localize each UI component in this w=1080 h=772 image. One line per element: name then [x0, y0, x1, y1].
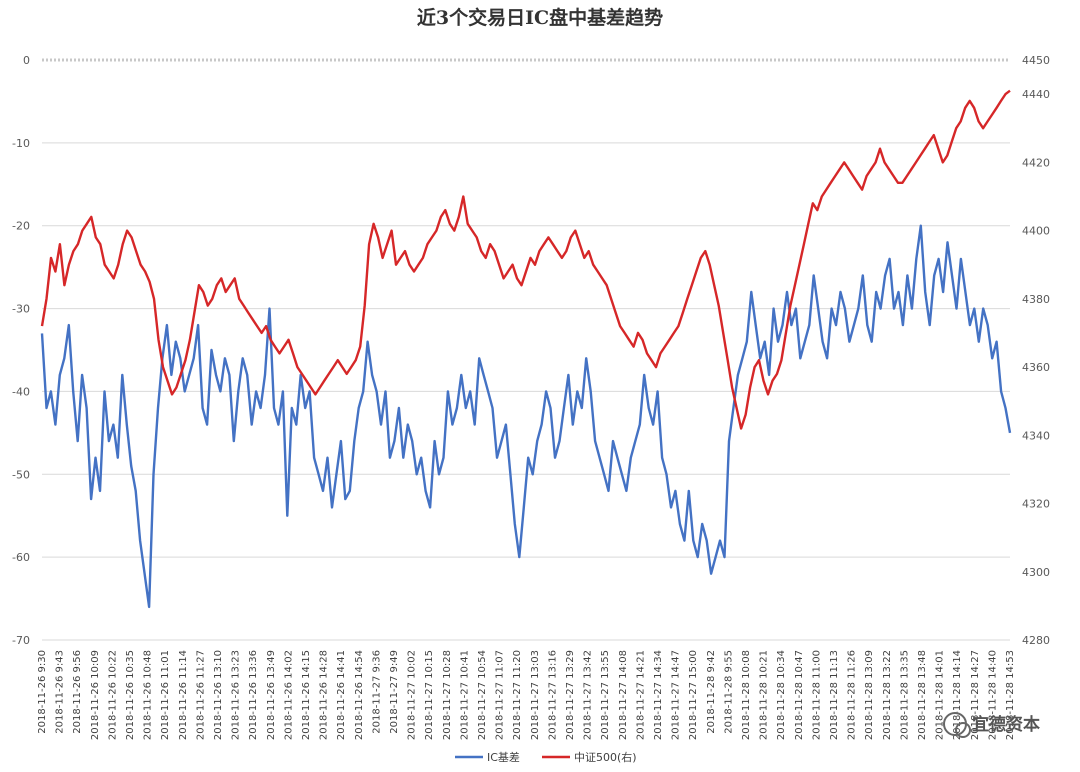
left-tick-label: -30 — [12, 303, 30, 316]
x-tick-label: 2018-11-27 9:49 — [389, 650, 400, 734]
right-tick-label: 4340 — [1022, 429, 1050, 442]
wechat-logo-icon-inner — [955, 722, 971, 738]
x-tick-label: 2018-11-28 11:13 — [829, 650, 840, 740]
right-tick-label: 4280 — [1022, 634, 1050, 647]
right-tick-label: 4400 — [1022, 225, 1050, 238]
x-tick-label: 2018-11-28 10:34 — [776, 650, 787, 740]
right-tick-label: 4360 — [1022, 361, 1050, 374]
series-line-csi500 — [40, 89, 1011, 430]
right-tick-label: 4320 — [1022, 498, 1050, 511]
legend-label: IC基差 — [487, 750, 520, 764]
x-tick-label: 2018-11-26 13:23 — [231, 650, 242, 740]
x-tick-label: 2018-11-27 14:47 — [671, 650, 682, 740]
x-axis: 2018-11-26 9:30 2018-11-26 9:43 2018-11-26… — [37, 650, 1016, 740]
right-tick-label: 4450 — [1022, 54, 1050, 67]
x-tick-label: 2018-11-28 10:47 — [794, 650, 805, 740]
x-tick-label: 2018-11-27 10:02 — [407, 650, 418, 740]
x-tick-label: 2018-11-27 10:41 — [459, 650, 470, 740]
legend: IC基差 中证500(右) — [455, 750, 637, 764]
x-tick-label: 2018-11-27 13:29 — [565, 650, 576, 740]
x-tick-label: 2018-11-28 10:21 — [759, 650, 770, 740]
x-tick-label: 2018-11-26 10:48 — [143, 650, 154, 740]
x-tick-label: 2018-11-26 11:14 — [178, 650, 189, 740]
x-tick-label: 2018-11-28 13:09 — [864, 650, 875, 740]
chart-title: 近3个交易日IC盘中基差趋势 — [417, 6, 663, 29]
x-tick-label: 2018-11-27 10:54 — [477, 650, 488, 740]
x-tick-label: 2018-11-28 11:26 — [847, 650, 858, 740]
x-tick-label: 2018-11-27 13:16 — [547, 650, 558, 740]
x-tick-label: 2018-11-26 9:56 — [72, 650, 83, 734]
x-tick-label: 2018-11-26 14:15 — [301, 650, 312, 740]
x-tick-label: 2018-11-26 14:54 — [354, 650, 365, 740]
x-tick-label: 2018-11-27 13:03 — [530, 650, 541, 740]
x-tick-label: 2018-11-28 13:35 — [899, 650, 910, 740]
x-tick-label: 2018-11-27 11:20 — [512, 650, 523, 740]
right-tick-label: 4440 — [1022, 88, 1050, 101]
x-tick-label: 2018-11-28 9:42 — [706, 650, 717, 734]
x-tick-label: 2018-11-28 13:22 — [882, 650, 893, 740]
x-tick-label: 2018-11-27 14:08 — [618, 650, 629, 740]
x-tick-label: 2018-11-26 10:35 — [125, 650, 136, 740]
left-tick-label: -10 — [12, 137, 30, 150]
x-tick-label: 2018-11-27 13:42 — [583, 650, 594, 740]
x-tick-label: 2018-11-26 13:49 — [266, 650, 277, 740]
x-tick-label: 2018-11-28 14:27 — [970, 650, 981, 740]
x-tick-label: 2018-11-26 10:09 — [90, 650, 101, 740]
x-tick-label: 2018-11-27 14:21 — [635, 650, 646, 740]
x-tick-label: 2018-11-26 13:10 — [213, 650, 224, 740]
x-tick-label: 2018-11-28 13:48 — [917, 650, 928, 740]
series-line-ic-basis — [40, 224, 1012, 609]
left-axis: 0 -10 -20 -30 -40 -50 -60 -70 — [12, 54, 30, 647]
x-tick-label: 2018-11-28 11:00 — [811, 650, 822, 740]
left-tick-label: -70 — [12, 634, 30, 647]
x-tick-label: 2018-11-28 14:40 — [987, 650, 998, 740]
x-tick-label: 2018-11-28 14:01 — [935, 650, 946, 740]
watermark-text: 宜德资本 — [972, 714, 1040, 735]
right-axis: 4450 4440 4420 4400 4380 4360 4340 4320 4300 4280 — [1022, 54, 1050, 647]
x-tick-label: 2018-11-26 13:36 — [248, 650, 259, 740]
series-group — [40, 89, 1012, 609]
x-tick-label: 2018-11-26 9:30 — [37, 650, 48, 734]
x-tick-label: 2018-11-27 11:07 — [495, 650, 506, 740]
legend-label: 中证500(右) — [574, 750, 637, 764]
x-tick-label: 2018-11-27 10:28 — [442, 650, 453, 740]
left-tick-label: -60 — [12, 551, 30, 564]
left-tick-label: 0 — [23, 54, 30, 67]
x-tick-label: 2018-11-27 15:00 — [688, 650, 699, 740]
x-tick-label: 2018-11-27 14:34 — [653, 650, 664, 740]
watermark: 宜德资本 — [943, 712, 1040, 738]
x-tick-label: 2018-11-26 14:02 — [283, 650, 294, 740]
x-tick-label: 2018-11-28 14:53 — [1005, 650, 1016, 740]
left-tick-label: -40 — [12, 385, 30, 398]
right-tick-label: 4300 — [1022, 566, 1050, 579]
x-tick-label: 2018-11-27 10:15 — [424, 650, 435, 740]
right-tick-label: 4420 — [1022, 156, 1050, 169]
x-tick-label: 2018-11-26 10:22 — [107, 650, 118, 740]
x-tick-label: 2018-11-27 9:36 — [371, 650, 382, 734]
x-tick-label: 2018-11-26 14:28 — [319, 650, 330, 740]
x-tick-label: 2018-11-26 11:01 — [160, 650, 171, 740]
x-tick-label: 2018-11-28 10:08 — [741, 650, 752, 740]
x-tick-label: 2018-11-26 11:27 — [195, 650, 206, 740]
x-tick-label: 2018-11-27 13:55 — [600, 650, 611, 740]
x-tick-label: 2018-11-26 9:43 — [55, 650, 66, 734]
x-tick-label: 2018-11-28 14:14 — [952, 650, 963, 740]
x-tick-label: 2018-11-28 9:55 — [723, 650, 734, 734]
x-tick-label: 2018-11-26 14:41 — [336, 650, 347, 740]
left-tick-label: -20 — [12, 220, 30, 233]
right-tick-label: 4380 — [1022, 293, 1050, 306]
left-tick-label: -50 — [12, 468, 30, 481]
